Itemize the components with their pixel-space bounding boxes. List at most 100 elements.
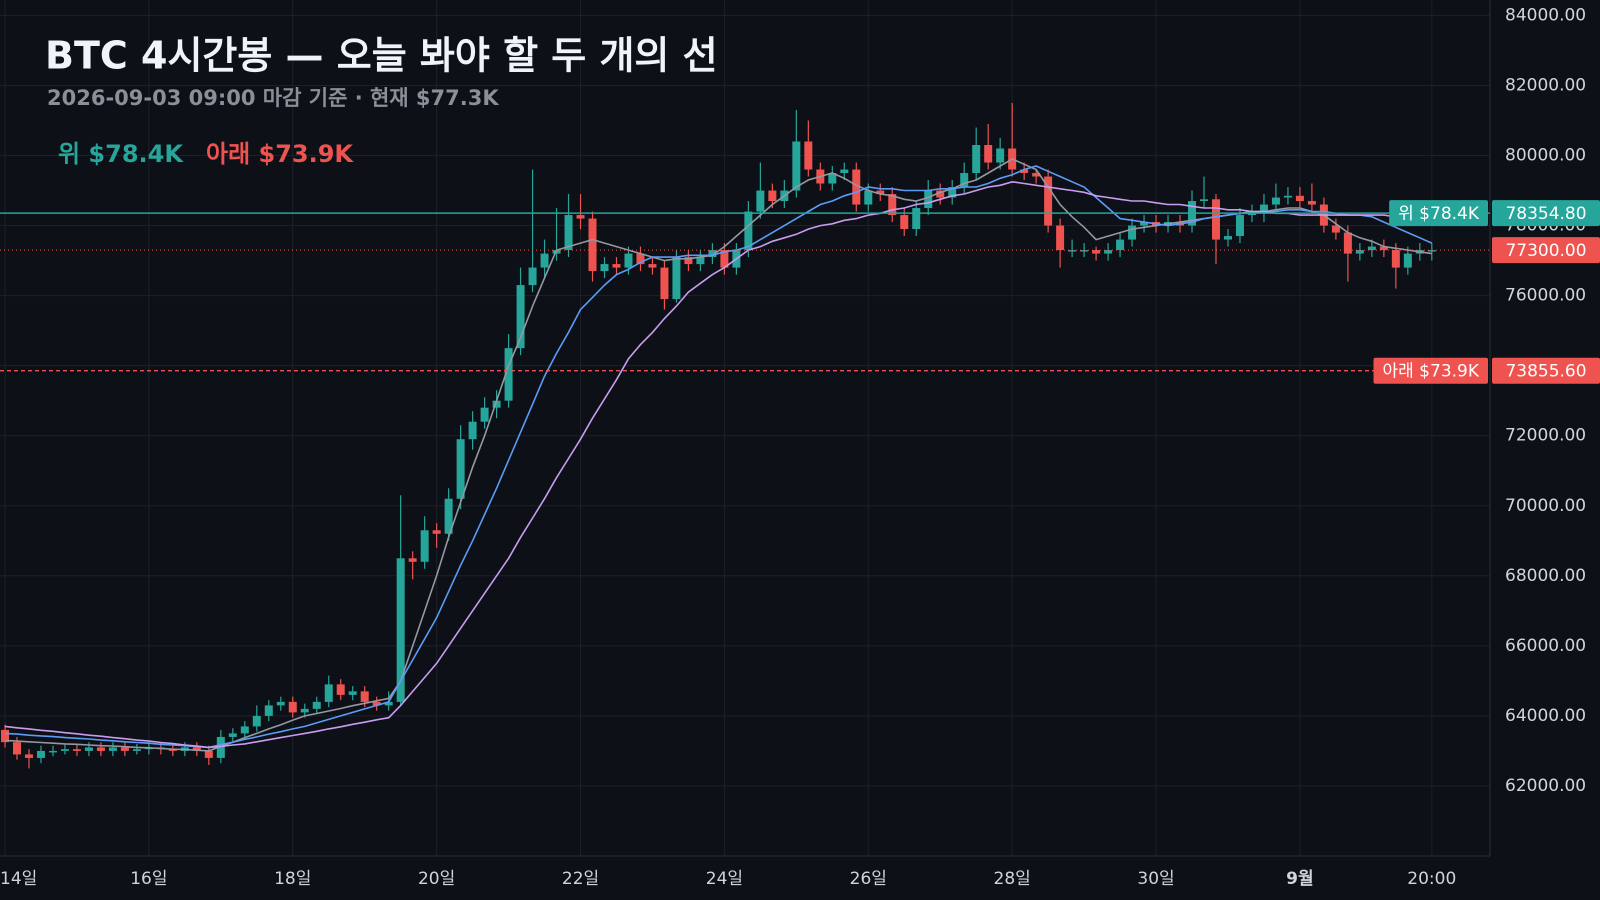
candle-body: [792, 141, 801, 191]
candle-body: [1211, 199, 1220, 240]
badge-box: [1492, 200, 1600, 227]
candle-body: [1068, 250, 1077, 252]
candle-body: [1032, 173, 1041, 177]
candle-body: [444, 498, 453, 534]
candle-body: [1247, 213, 1256, 216]
candle-body: [60, 749, 69, 751]
candle-body: [1056, 225, 1065, 251]
candle-body: [252, 715, 261, 727]
overlay: 62000.00 64000.00 66000.00 68000.00 70000.00…: [0, 5, 1600, 889]
candle-body: [636, 253, 645, 265]
candle-body: [1235, 215, 1244, 237]
candle-body: [888, 194, 897, 216]
x-tick-label: 24일: [706, 869, 743, 889]
candle-body: [684, 257, 693, 265]
candle-body: [768, 190, 777, 202]
candle-body: [756, 190, 765, 212]
candle-body: [1223, 236, 1232, 240]
ma-line: [4, 165, 1433, 749]
candle-body: [1092, 250, 1101, 254]
candle-body: [864, 190, 873, 205]
candle-body: [1295, 195, 1304, 202]
candle-body: [984, 145, 993, 163]
candle-body: [624, 253, 633, 268]
candle-body: [432, 530, 441, 534]
candle-body: [900, 215, 909, 230]
candle-body: [12, 742, 21, 755]
ma-line: [4, 180, 1432, 749]
candle-body: [660, 267, 669, 300]
candle-body: [936, 190, 945, 198]
candle-body: [528, 267, 537, 286]
candle-body: [1379, 246, 1388, 251]
candle-body: [744, 211, 753, 251]
candle-body: [480, 407, 489, 422]
candle-body: [204, 750, 213, 758]
badge-box: [1373, 357, 1488, 384]
y-tick-label: 76000.00: [1505, 286, 1586, 306]
candle-body: [1044, 176, 1053, 226]
candle-body: [708, 250, 717, 258]
x-tick-label: 16일: [130, 869, 167, 889]
candle-body: [564, 215, 573, 251]
candle-body: [108, 747, 117, 751]
price-badge: 77300.00: [1492, 237, 1600, 264]
candle-body: [348, 691, 357, 695]
candle-body: [600, 264, 609, 272]
candle-body: [948, 187, 957, 198]
badge-label: 위 $78.4K: [1398, 204, 1480, 224]
candle-body: [120, 747, 129, 751]
candle-body: [1391, 250, 1400, 268]
badge-box: [1389, 200, 1488, 227]
candle-body: [1, 729, 9, 743]
y-tick-label: 84000.00: [1505, 5, 1586, 25]
candle-body: [1307, 201, 1316, 205]
candle-body: [324, 684, 333, 702]
chart-subtitle: 2026-09-03 09:00 마감 기준 · 현재 $77.3K: [47, 86, 499, 110]
candle-body: [1367, 246, 1376, 251]
y-tick-label: 70000.00: [1505, 496, 1586, 516]
candle-body: [1355, 250, 1364, 254]
candle-body: [72, 749, 81, 751]
x-tick-label: 28일: [994, 869, 1031, 889]
candle-body: [588, 218, 597, 272]
candle-body: [48, 750, 57, 753]
candle-body: [240, 726, 249, 734]
y-tick-label: 62000.00: [1505, 776, 1586, 796]
candle-body: [420, 530, 429, 562]
x-tick-label: 9월: [1286, 869, 1313, 889]
candle-body: [1331, 225, 1340, 233]
x-tick-label: 22일: [562, 869, 599, 889]
candle-body: [516, 285, 525, 349]
candle-body: [1020, 169, 1029, 174]
candle-body: [1283, 195, 1292, 198]
candle-body: [1080, 250, 1089, 252]
candle-body: [804, 141, 813, 170]
candle-body: [408, 558, 417, 562]
candle-body: [576, 215, 585, 219]
candle-body: [372, 701, 381, 706]
candle-body: [96, 747, 105, 751]
badge-label: 78354.80: [1505, 204, 1586, 224]
y-tick-label: 82000.00: [1505, 75, 1586, 95]
candle-body: [132, 749, 141, 751]
candle-body: [1403, 253, 1412, 268]
candle-body: [1116, 239, 1125, 251]
candle-body: [996, 148, 1005, 163]
candle-body: [972, 145, 981, 174]
candle-body: [840, 169, 849, 174]
candle-body: [696, 257, 705, 265]
candle-body: [852, 169, 861, 205]
price-badge: 73855.60: [1492, 357, 1600, 384]
candle-body: [84, 747, 93, 751]
x-tick-label: 20:00: [1407, 869, 1456, 889]
candle-body: [384, 701, 393, 706]
candle-body: [1343, 232, 1352, 254]
candle-body: [828, 173, 837, 184]
candle-body: [1140, 222, 1149, 226]
price-badge: 아래 $73.9K: [1373, 357, 1488, 384]
x-tick-label: 26일: [850, 869, 887, 889]
candle-body: [276, 701, 285, 706]
